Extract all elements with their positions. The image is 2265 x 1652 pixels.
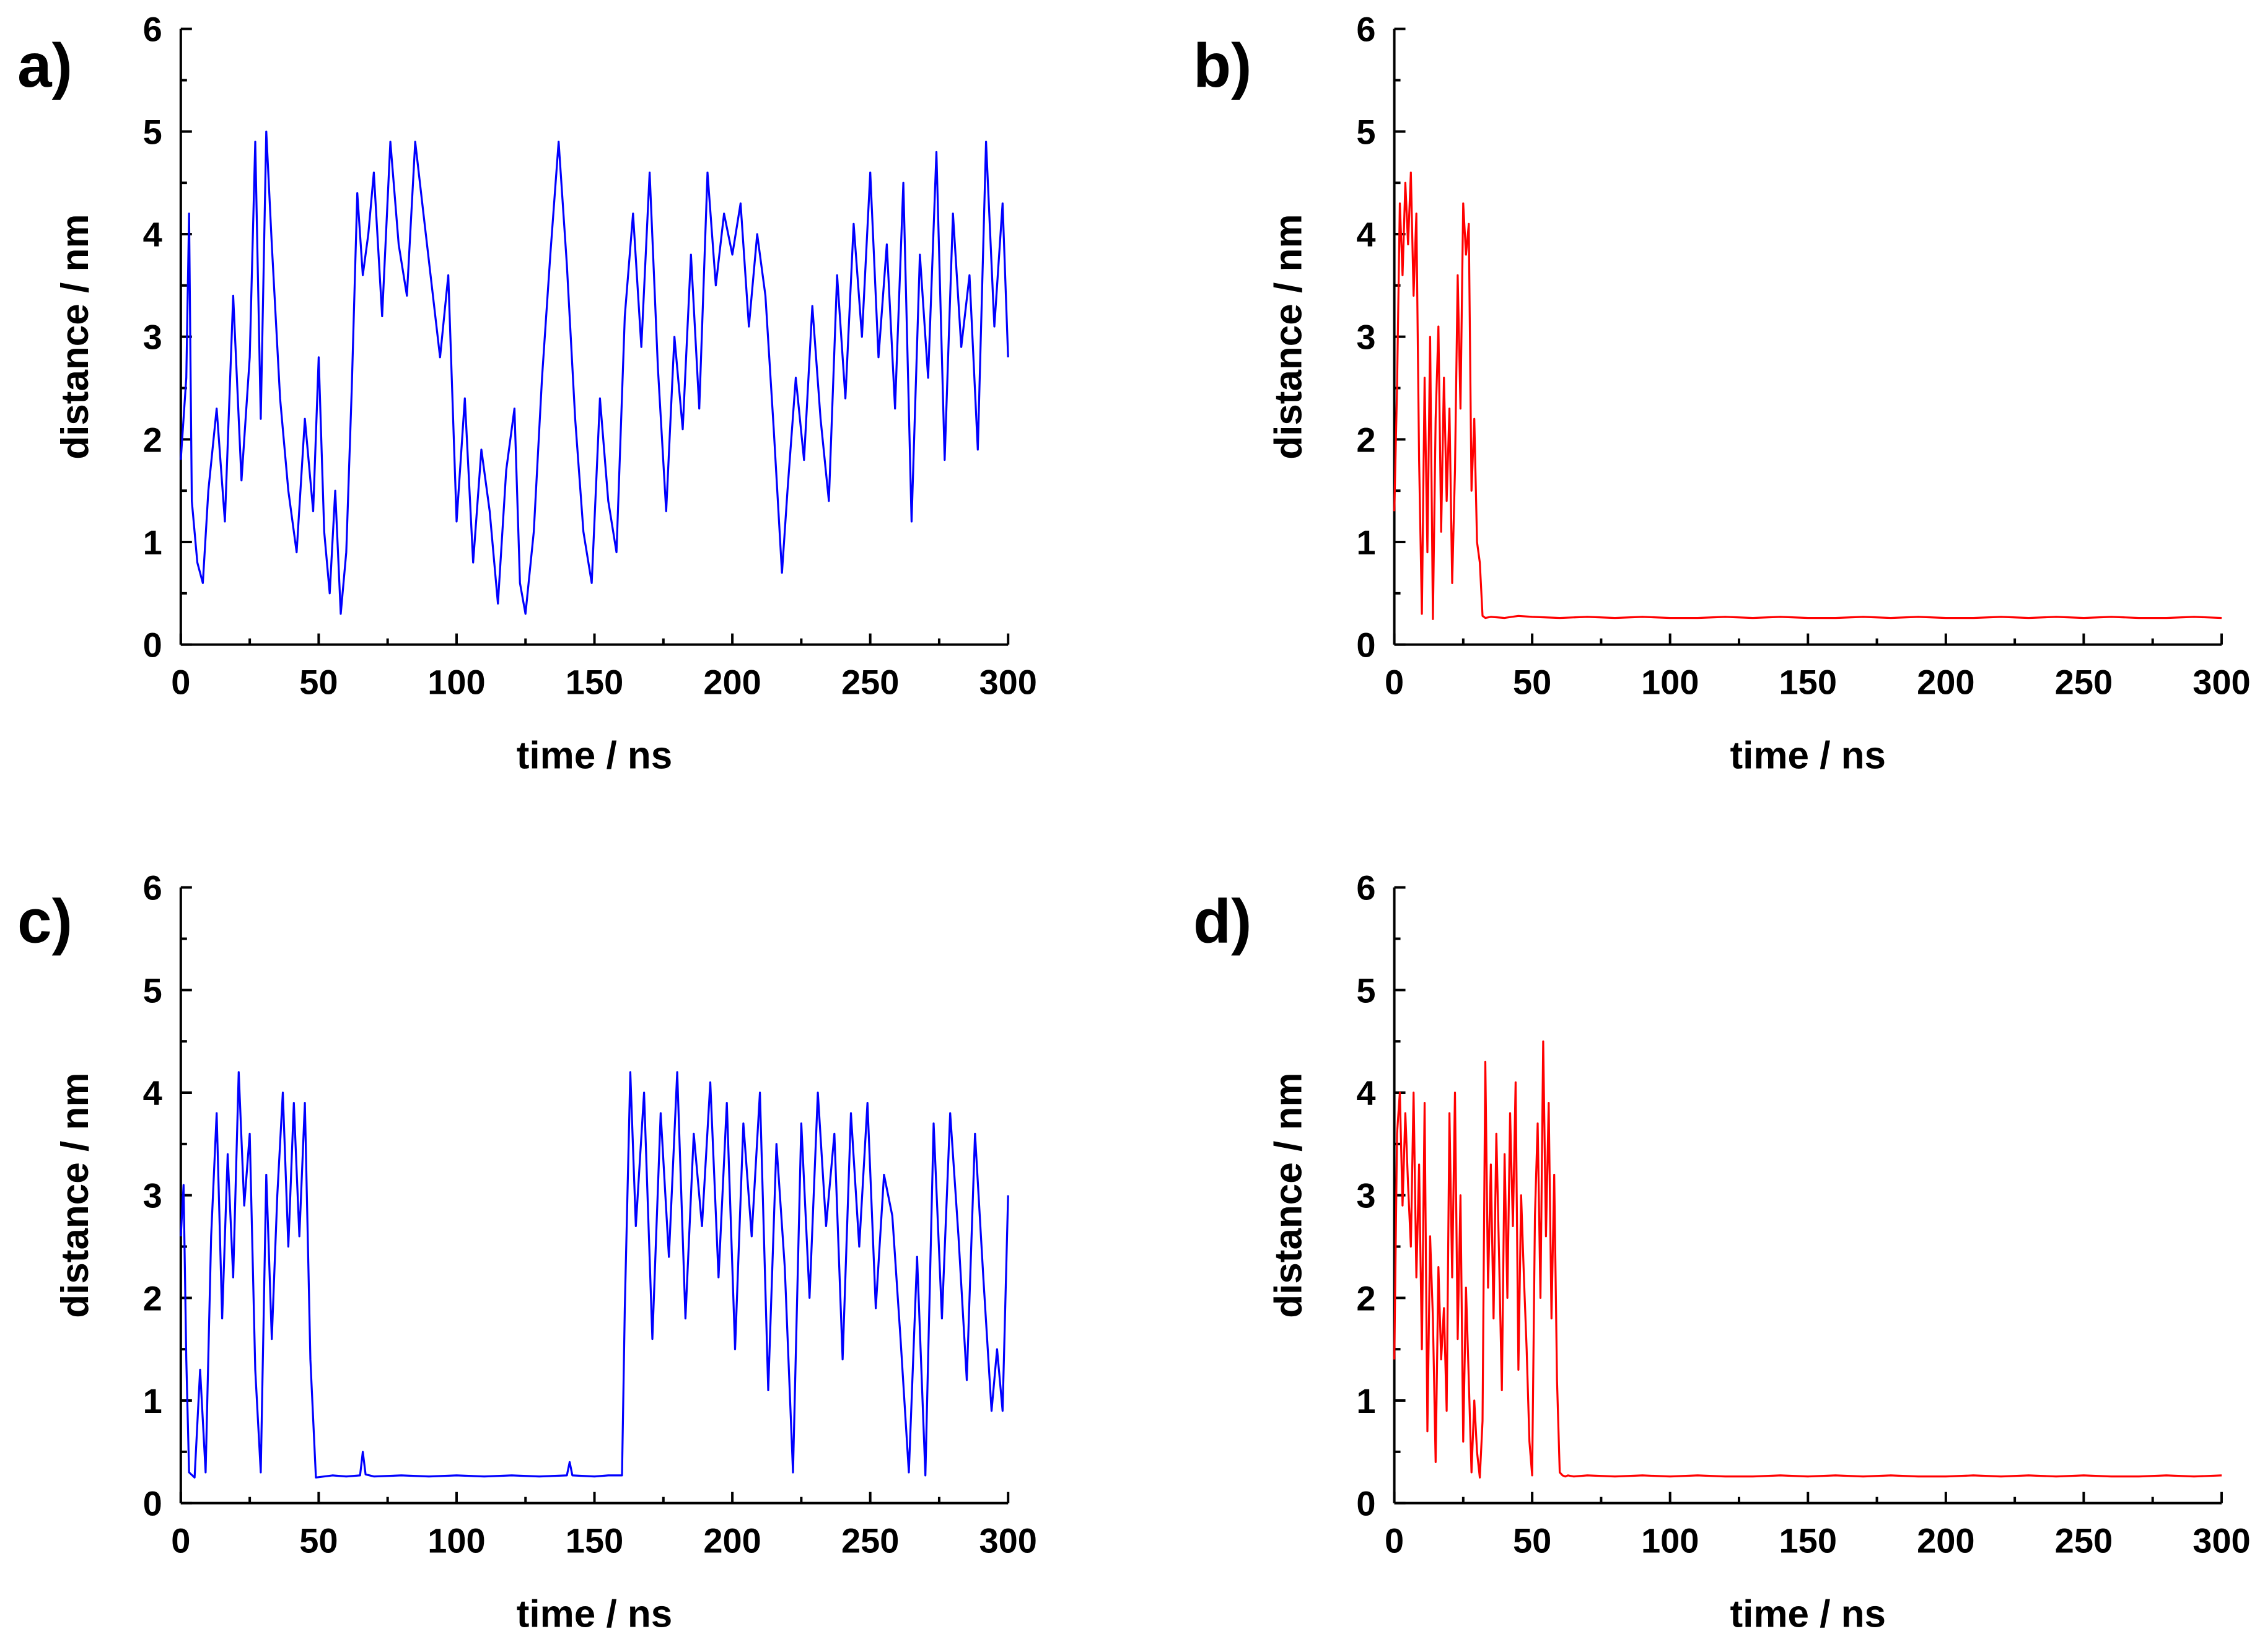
y-tick-label: 2 xyxy=(143,1278,162,1318)
y-tick-label: 2 xyxy=(1356,1278,1375,1318)
x-tick-label: 200 xyxy=(703,663,761,702)
x-axis-label: time / ns xyxy=(1730,735,1886,777)
y-tick-label: 2 xyxy=(1356,420,1375,459)
x-tick-label: 0 xyxy=(171,1521,190,1560)
y-tick-label: 5 xyxy=(143,971,162,1010)
y-tick-label: 0 xyxy=(143,626,162,665)
y-tick-label: 1 xyxy=(143,523,162,562)
x-tick-label: 0 xyxy=(1385,1521,1404,1560)
y-tick-label: 6 xyxy=(1356,868,1375,907)
y-tick-label: 4 xyxy=(1356,1073,1375,1112)
x-tick-label: 150 xyxy=(566,663,623,702)
y-tick-label: 6 xyxy=(143,868,162,907)
x-tick-label: 250 xyxy=(841,1521,899,1560)
x-tick-label: 200 xyxy=(703,1521,761,1560)
y-axis-label: distance / nm xyxy=(54,1073,97,1318)
y-tick-label: 1 xyxy=(143,1381,162,1420)
x-tick-label: 300 xyxy=(979,1521,1037,1560)
y-tick-label: 0 xyxy=(1356,1484,1375,1523)
y-tick-label: 3 xyxy=(1356,318,1375,357)
x-tick-label: 200 xyxy=(1917,663,1974,702)
x-tick-label: 100 xyxy=(1641,663,1699,702)
x-tick-label: 100 xyxy=(1641,1521,1699,1560)
series-line-c xyxy=(180,1071,1009,1479)
x-tick-label: 150 xyxy=(1779,663,1837,702)
x-tick-label: 300 xyxy=(2193,663,2250,702)
x-axis-label: time / ns xyxy=(517,735,673,777)
y-tick-label: 1 xyxy=(1356,523,1375,562)
y-tick-label: 1 xyxy=(1356,1381,1375,1420)
x-tick-label: 100 xyxy=(427,663,485,702)
y-axis-label: distance / nm xyxy=(1268,1073,1310,1318)
y-tick-label: 5 xyxy=(1356,971,1375,1010)
x-tick-label: 300 xyxy=(2193,1521,2250,1560)
y-tick-label: 4 xyxy=(143,1073,162,1112)
y-tick-label: 4 xyxy=(1356,215,1375,254)
x-axis-label: time / ns xyxy=(517,1593,673,1636)
x-tick-label: 300 xyxy=(979,663,1037,702)
x-tick-label: 250 xyxy=(2055,663,2113,702)
x-tick-label: 150 xyxy=(1779,1521,1837,1560)
x-tick-label: 200 xyxy=(1917,1521,1974,1560)
chart-panel-2: c) 0 50 100 150 200 250 300 0 1 2 3 4 5 6 time / ns dist… xyxy=(17,868,1037,1636)
y-tick-label: 3 xyxy=(143,318,162,357)
y-tick-label: 3 xyxy=(143,1176,162,1215)
y-tick-label: 3 xyxy=(1356,1176,1375,1215)
y-tick-label: 4 xyxy=(143,215,162,254)
panel-letter: b) xyxy=(1193,31,1251,100)
x-tick-label: 50 xyxy=(1513,1521,1551,1560)
x-tick-label: 50 xyxy=(299,1521,338,1560)
panel-letter: a) xyxy=(17,31,72,100)
x-axis-label: time / ns xyxy=(1730,1593,1886,1636)
panel-letter: d) xyxy=(1193,886,1251,956)
x-tick-label: 0 xyxy=(1385,663,1404,702)
y-tick-label: 6 xyxy=(143,10,162,49)
y-tick-label: 0 xyxy=(1356,626,1375,665)
chart-panel-1: b) 0 50 100 150 200 250 300 0 1 2 3 4 5 6 time / ns dist… xyxy=(1193,10,2251,777)
x-tick-label: 250 xyxy=(841,663,899,702)
x-tick-label: 50 xyxy=(1513,663,1551,702)
series-line-a xyxy=(180,130,1009,615)
y-tick-label: 0 xyxy=(143,1484,162,1523)
panel-letter: c) xyxy=(17,886,72,956)
series-line-d xyxy=(1393,1040,2222,1479)
y-axis-label: distance / nm xyxy=(1268,214,1310,460)
chart-panel-3: d) 0 50 100 150 200 250 300 0 1 2 3 4 5 6 time / ns dist… xyxy=(1193,868,2251,1636)
x-tick-label: 100 xyxy=(427,1521,485,1560)
x-tick-label: 150 xyxy=(566,1521,623,1560)
y-tick-label: 5 xyxy=(1356,112,1375,151)
x-tick-label: 50 xyxy=(299,663,338,702)
series-line-b xyxy=(1393,172,2222,620)
y-tick-label: 2 xyxy=(143,420,162,459)
y-tick-label: 5 xyxy=(143,112,162,151)
x-tick-label: 250 xyxy=(2055,1521,2113,1560)
y-tick-label: 6 xyxy=(1356,10,1375,49)
x-tick-label: 0 xyxy=(171,663,190,702)
y-axis-label: distance / nm xyxy=(54,214,97,460)
chart-panel-0: a) 0 50 100 150 200 250 300 0 1 2 3 4 5 6 time / ns dist… xyxy=(17,10,1037,777)
